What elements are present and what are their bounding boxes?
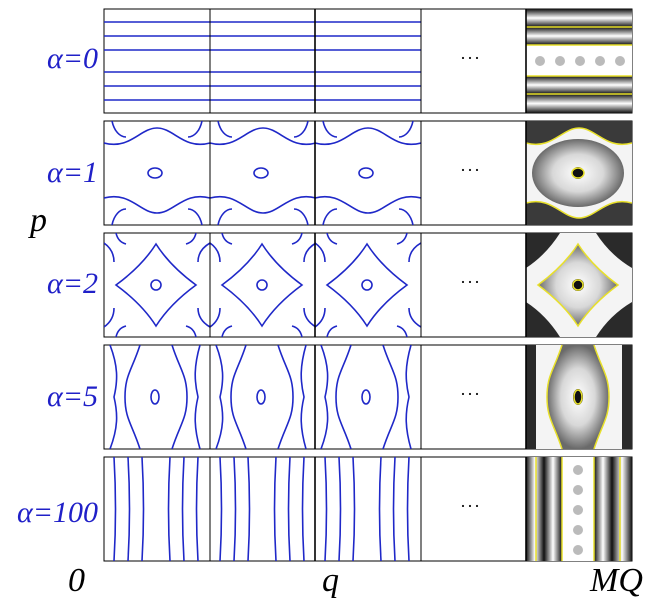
axis-label-origin: 0 — [68, 562, 85, 599]
panel-alpha-2 — [103, 232, 633, 338]
ellipsis-3: ··· — [460, 384, 481, 404]
density-map — [526, 345, 632, 449]
alpha-label-1: α=1 — [47, 156, 98, 189]
axis-label-p: p — [30, 202, 47, 239]
alpha-label-0: α=0 — [47, 42, 98, 75]
contour-lines — [104, 121, 421, 225]
cell-dividers — [209, 9, 527, 113]
density-map — [526, 457, 632, 561]
axis-label-q: q — [322, 562, 339, 599]
cell-dividers — [209, 345, 527, 449]
ellipsis-0: ··· — [460, 48, 481, 68]
panel-alpha-100 — [103, 456, 633, 562]
axis-label-mq: MQ — [590, 562, 643, 599]
ellipsis-1: ··· — [460, 160, 481, 180]
contour-lines — [109, 345, 412, 449]
density-map — [526, 233, 632, 337]
alpha-label-5: α=5 — [47, 380, 98, 413]
contour-lines — [113, 457, 410, 561]
panel-alpha-1 — [103, 120, 633, 226]
ellipsis-4: ··· — [460, 496, 481, 516]
ellipsis-2: ··· — [460, 272, 481, 292]
alpha-label-100: α=100 — [17, 496, 98, 529]
alpha-label-2: α=2 — [47, 267, 98, 300]
cell-dividers — [209, 233, 527, 337]
panel-alpha-0 — [103, 8, 633, 114]
panel-alpha-5 — [103, 344, 633, 450]
contour-lines — [104, 21, 421, 101]
density-map — [526, 121, 632, 225]
cell-dividers — [209, 457, 527, 561]
cell-dividers — [209, 121, 527, 225]
density-map — [526, 9, 632, 113]
contour-lines — [104, 233, 421, 337]
